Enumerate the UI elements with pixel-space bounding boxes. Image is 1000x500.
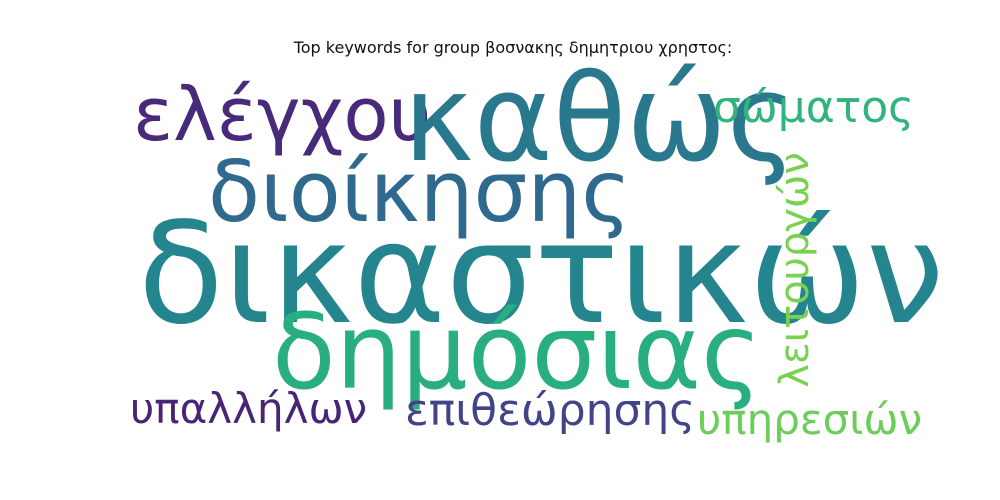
keyword-dikastikon: δικαστικών bbox=[138, 193, 945, 356]
keyword-dioikisis: διοίκησης bbox=[208, 143, 632, 242]
keyword-ypallilon: υπαλλήλων bbox=[130, 384, 368, 433]
keyword-kathos: καθώς bbox=[403, 50, 798, 189]
keyword-epitheorisis: επιθεώρησης bbox=[405, 385, 696, 436]
keyword-ypiresion: υπηρεσιών bbox=[697, 395, 923, 444]
keyword-leitourgon: λειτουργών bbox=[772, 152, 818, 388]
keyword-somatos: σώματος bbox=[713, 82, 914, 133]
keyword-elegxou: ελέγχου bbox=[133, 72, 432, 158]
keyword-dimosias: δημόσιας bbox=[272, 291, 763, 413]
figure-title: Top keywords for group βοσνακης δημητριο… bbox=[293, 38, 733, 57]
